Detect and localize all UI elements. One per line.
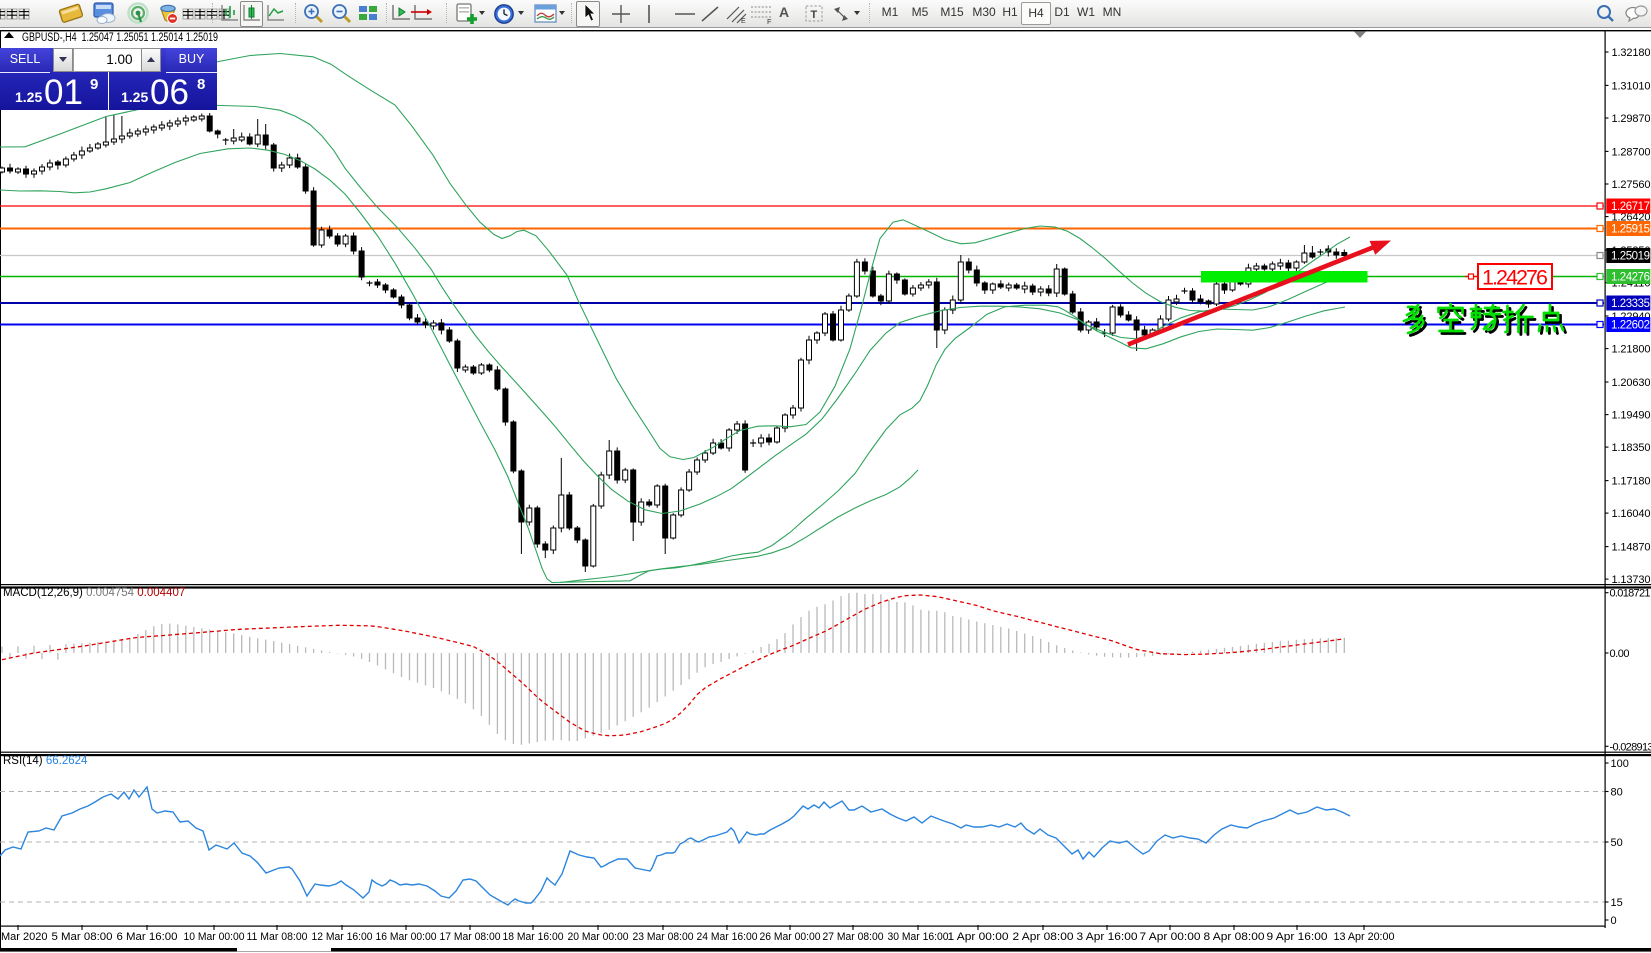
- svg-text:8 Apr 08:00: 8 Apr 08:00: [1204, 931, 1265, 943]
- svg-text:11 Mar 08:00: 11 Mar 08:00: [247, 931, 308, 943]
- svg-text:1.25915: 1.25915: [1611, 224, 1650, 236]
- svg-text:100: 100: [1611, 758, 1629, 770]
- svg-text:24 Mar 16:00: 24 Mar 16:00: [697, 931, 758, 943]
- svg-text:12 Mar 16:00: 12 Mar 16:00: [312, 931, 373, 943]
- svg-text:1.31010: 1.31010: [1612, 80, 1651, 92]
- svg-text:26 Mar 00:00: 26 Mar 00:00: [760, 931, 821, 943]
- svg-text:1.13730: 1.13730: [1612, 574, 1651, 586]
- svg-text:1.26717: 1.26717: [1611, 201, 1650, 213]
- svg-text:3 Apr 16:00: 3 Apr 16:00: [1077, 931, 1138, 943]
- svg-text:1.29870: 1.29870: [1612, 113, 1651, 125]
- svg-text:GBPUSD-,H4 1.25047 1.25051 1.: GBPUSD-,H4 1.25047 1.25051 1.25014 1.250…: [22, 32, 218, 44]
- svg-text:50: 50: [1611, 837, 1623, 849]
- svg-text:Mar 2020: Mar 2020: [1, 931, 47, 943]
- svg-text:1.28700: 1.28700: [1612, 146, 1651, 158]
- svg-text:1.24276: 1.24276: [1611, 272, 1650, 284]
- svg-text:13 Apr 20:00: 13 Apr 20:00: [1334, 931, 1395, 943]
- svg-text:1.19490: 1.19490: [1612, 410, 1651, 422]
- svg-text:1.16040: 1.16040: [1612, 508, 1651, 520]
- svg-text:1.24276: 1.24276: [1482, 266, 1548, 290]
- svg-text:5 Mar 08:00: 5 Mar 08:00: [52, 931, 113, 943]
- svg-text:2 Apr 08:00: 2 Apr 08:00: [1013, 931, 1074, 943]
- svg-text:MACD(12,26,9) 0.004754 0.00440: MACD(12,26,9) 0.004754 0.004407: [3, 587, 185, 599]
- svg-text:17 Mar 08:00: 17 Mar 08:00: [440, 931, 501, 943]
- svg-text:0.00: 0.00: [1610, 648, 1630, 660]
- svg-text:1.32180: 1.32180: [1612, 47, 1651, 59]
- svg-text:T: T: [811, 9, 818, 21]
- svg-text:7 Apr 00:00: 7 Apr 00:00: [1140, 931, 1201, 943]
- svg-text:16 Mar 00:00: 16 Mar 00:00: [376, 931, 437, 943]
- svg-text:1.14870: 1.14870: [1612, 542, 1651, 554]
- svg-text:27 Mar 08:00: 27 Mar 08:00: [823, 931, 884, 943]
- svg-text:E: E: [741, 18, 746, 25]
- svg-text:23 Mar 08:00: 23 Mar 08:00: [633, 931, 694, 943]
- svg-text:1.23335: 1.23335: [1611, 298, 1650, 310]
- svg-text:1.21800: 1.21800: [1612, 344, 1651, 356]
- svg-text:1.27560: 1.27560: [1612, 179, 1651, 191]
- svg-text:20 Mar 00:00: 20 Mar 00:00: [568, 931, 629, 943]
- svg-text:15: 15: [1611, 897, 1623, 909]
- svg-text:18 Mar 16:00: 18 Mar 16:00: [503, 931, 564, 943]
- svg-text:6 Mar 16:00: 6 Mar 16:00: [117, 931, 178, 943]
- svg-text:1.26420: 1.26420: [1612, 212, 1651, 224]
- svg-text:1.22602: 1.22602: [1611, 320, 1650, 332]
- svg-text:1 Apr 00:00: 1 Apr 00:00: [948, 931, 1009, 943]
- svg-text:30 Mar 16:00: 30 Mar 16:00: [888, 931, 949, 943]
- svg-text:F: F: [767, 17, 772, 25]
- svg-text:9 Apr 16:00: 9 Apr 16:00: [1267, 931, 1328, 943]
- svg-text:1.20630: 1.20630: [1612, 377, 1651, 389]
- svg-text:RSI(14) 66.2624: RSI(14) 66.2624: [3, 755, 88, 767]
- svg-text:80: 80: [1611, 787, 1623, 799]
- svg-text:1.17180: 1.17180: [1612, 476, 1651, 488]
- svg-text:0.018721: 0.018721: [1610, 588, 1651, 600]
- svg-text:10 Mar 00:00: 10 Mar 00:00: [184, 931, 245, 943]
- svg-text:0: 0: [1611, 915, 1617, 927]
- svg-text:-0.028913: -0.028913: [1610, 741, 1651, 753]
- svg-text:1.18350: 1.18350: [1612, 442, 1651, 454]
- svg-text:1.25019: 1.25019: [1611, 251, 1650, 263]
